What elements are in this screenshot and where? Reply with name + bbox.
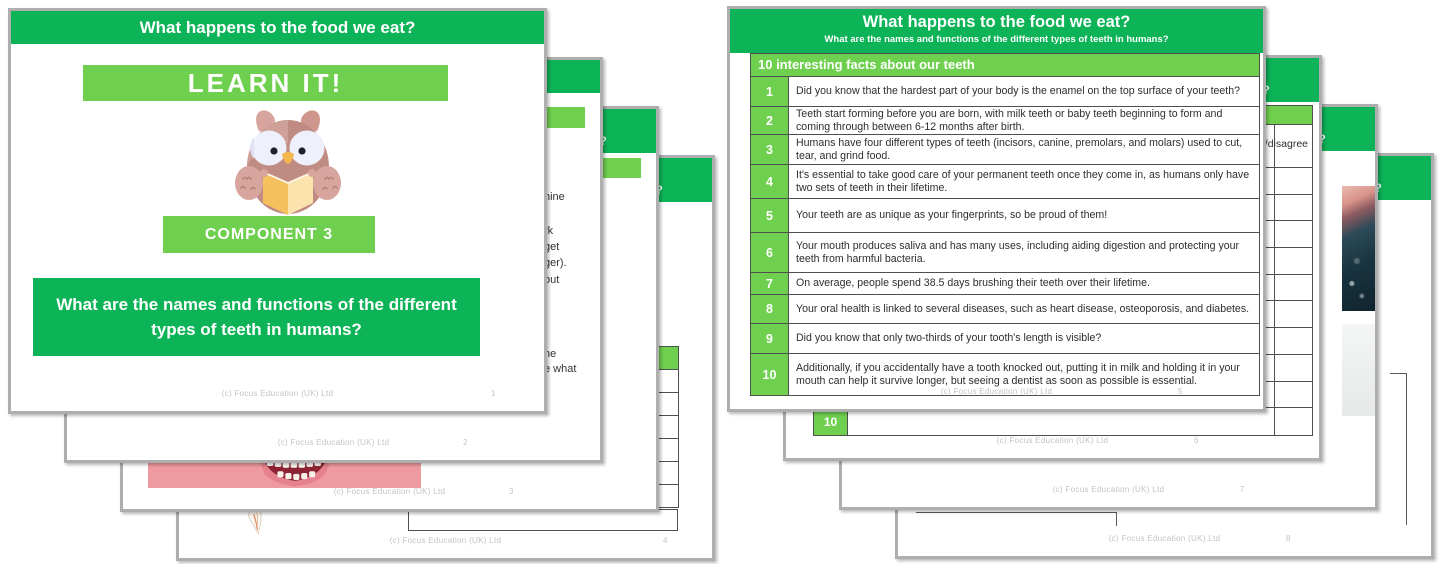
fact-row: 8 Your oral health is linked to several … <box>751 295 1259 324</box>
copyright-footer: (c) Focus Education (UK) Ltd <box>940 387 1053 396</box>
statement-cell <box>848 408 1312 436</box>
table-cell <box>659 438 678 461</box>
text-fragment: get <box>544 241 560 253</box>
facts-table: 10 interesting facts about our teeth 1 D… <box>750 53 1260 396</box>
slide-header: What happens to the food we eat? What ar… <box>730 9 1263 53</box>
copyright-footer: (c) Focus Education (UK) Ltd <box>996 436 1109 445</box>
fact-text: It's essential to take good care of your… <box>796 168 1250 194</box>
text-fragment: ger). <box>544 257 567 269</box>
fact-row: 5 Your teeth are as unique as your finge… <box>751 199 1259 233</box>
fact-text: Additionally, if you accidentally have a… <box>796 361 1240 387</box>
table-header-cell <box>659 347 678 369</box>
fact-text: Your mouth produces saliva and has many … <box>796 239 1240 265</box>
fact-text: Your teeth are as unique as your fingerp… <box>796 209 1108 222</box>
fact-row: 3 Humans have four different types of te… <box>751 135 1259 165</box>
fact-text: Your oral health is linked to several di… <box>796 302 1250 315</box>
agree-cell <box>1274 221 1312 248</box>
fact-number: 2 <box>751 107 789 134</box>
page-number: 4 <box>663 536 668 545</box>
text-fragment: rk <box>544 225 554 237</box>
fact-row: 6 Your mouth produces saliva and has man… <box>751 233 1259 273</box>
table-cell <box>659 392 678 415</box>
agree-cell <box>1274 248 1312 274</box>
table-line <box>1406 373 1407 525</box>
fact-row: 7 On average, people spend 38.5 days bru… <box>751 273 1259 295</box>
agree-cell <box>1274 168 1312 194</box>
agree-cell <box>1274 408 1312 436</box>
page-number: 7 <box>1240 485 1245 494</box>
fact-number: 10 <box>751 354 789 395</box>
facts-table-title: 10 interesting facts about our teeth <box>751 54 1259 77</box>
text-fragment: out <box>544 274 560 286</box>
milk-glass-photo <box>1342 324 1375 416</box>
fact-number: 5 <box>751 199 789 232</box>
fact-number: 7 <box>751 273 789 294</box>
table-cell <box>659 369 678 392</box>
fact-number: 1 <box>751 77 789 106</box>
slide-header-subtitle: What are the names and functions of the … <box>824 34 1169 45</box>
fact-number: 3 <box>751 135 789 164</box>
table-line <box>1116 512 1117 526</box>
learn-it-banner: LEARN IT! <box>83 65 448 101</box>
table-cell <box>659 461 678 484</box>
table-cell <box>659 484 678 507</box>
smiling-mouth-illustration <box>258 457 332 487</box>
fact-text: Did you know that only two-thirds of you… <box>796 332 1102 345</box>
fact-row: 9 Did you know that only two-thirds of y… <box>751 324 1259 354</box>
slide-header: What happens to the food we eat? <box>11 11 544 44</box>
open-mouth-photo <box>1342 186 1375 311</box>
copyright-footer: (c) Focus Education (UK) Ltd <box>333 487 446 496</box>
page-number: 3 <box>509 487 514 496</box>
page-number: 1 <box>491 389 496 398</box>
agree-cell <box>1274 381 1312 408</box>
page-number: 8 <box>1286 534 1291 543</box>
key-question-box: What are the names and functions of the … <box>33 278 480 356</box>
copyright-footer: (c) Focus Education (UK) Ltd <box>277 438 390 447</box>
table-line <box>916 512 1117 513</box>
table-right-column <box>658 346 679 508</box>
agree-cell <box>1274 328 1312 354</box>
fact-row: 10 Additionally, if you accidentally hav… <box>751 354 1259 395</box>
copyright-footer: (c) Focus Education (UK) Ltd <box>1052 485 1165 494</box>
table-cell <box>659 415 678 438</box>
fact-row: 2 Teeth start forming before you are bor… <box>751 107 1259 135</box>
copyright-footer: (c) Focus Education (UK) Ltd <box>221 389 334 398</box>
table-row-10: 10 <box>813 408 1313 437</box>
copyright-footer: (c) Focus Education (UK) Ltd <box>389 536 502 545</box>
canine-tooth-illustration <box>248 508 262 535</box>
slide-5-thumbnail[interactable]: What happens to the food we eat? What ar… <box>727 6 1266 412</box>
fact-row: 4 It's essential to take good care of yo… <box>751 165 1259 199</box>
agree-cell <box>1274 274 1312 301</box>
fact-text: On average, people spend 38.5 days brush… <box>796 277 1150 290</box>
page-number: 5 <box>1178 387 1183 396</box>
text-fragment: ne <box>544 348 557 360</box>
fact-text: Teeth start forming before you are born,… <box>796 107 1223 133</box>
page-number: 6 <box>1194 436 1199 445</box>
component-banner: COMPONENT 3 <box>163 216 375 253</box>
text-fragment: nine <box>544 191 565 203</box>
fact-row: 1 Did you know that the hardest part of … <box>751 77 1259 107</box>
table-bottom-row <box>408 509 678 531</box>
agree-cell <box>1274 194 1312 221</box>
agree-cell <box>1274 301 1312 328</box>
slide-1-thumbnail[interactable]: What happens to the food we eat? LEARN I… <box>8 8 547 414</box>
page-number: 2 <box>463 438 468 447</box>
fact-number: 4 <box>751 165 789 198</box>
agree-cell <box>1274 354 1312 381</box>
fact-number: 9 <box>751 324 789 353</box>
fact-text: Did you know that the hardest part of yo… <box>796 85 1241 98</box>
copyright-footer: (c) Focus Education (UK) Ltd <box>1108 534 1221 543</box>
fact-text: Humans have four different types of teet… <box>796 136 1243 162</box>
row-number-cell: 10 <box>814 408 848 436</box>
slide-header-title: What happens to the food we eat? <box>862 13 1131 31</box>
fact-number: 8 <box>751 295 789 323</box>
fact-number: 6 <box>751 233 789 272</box>
text-fragment: e what <box>544 363 577 375</box>
table-line <box>1390 373 1407 374</box>
owl-reading-icon <box>235 110 341 215</box>
agree-column: Agree/disagree <box>1237 125 1312 167</box>
